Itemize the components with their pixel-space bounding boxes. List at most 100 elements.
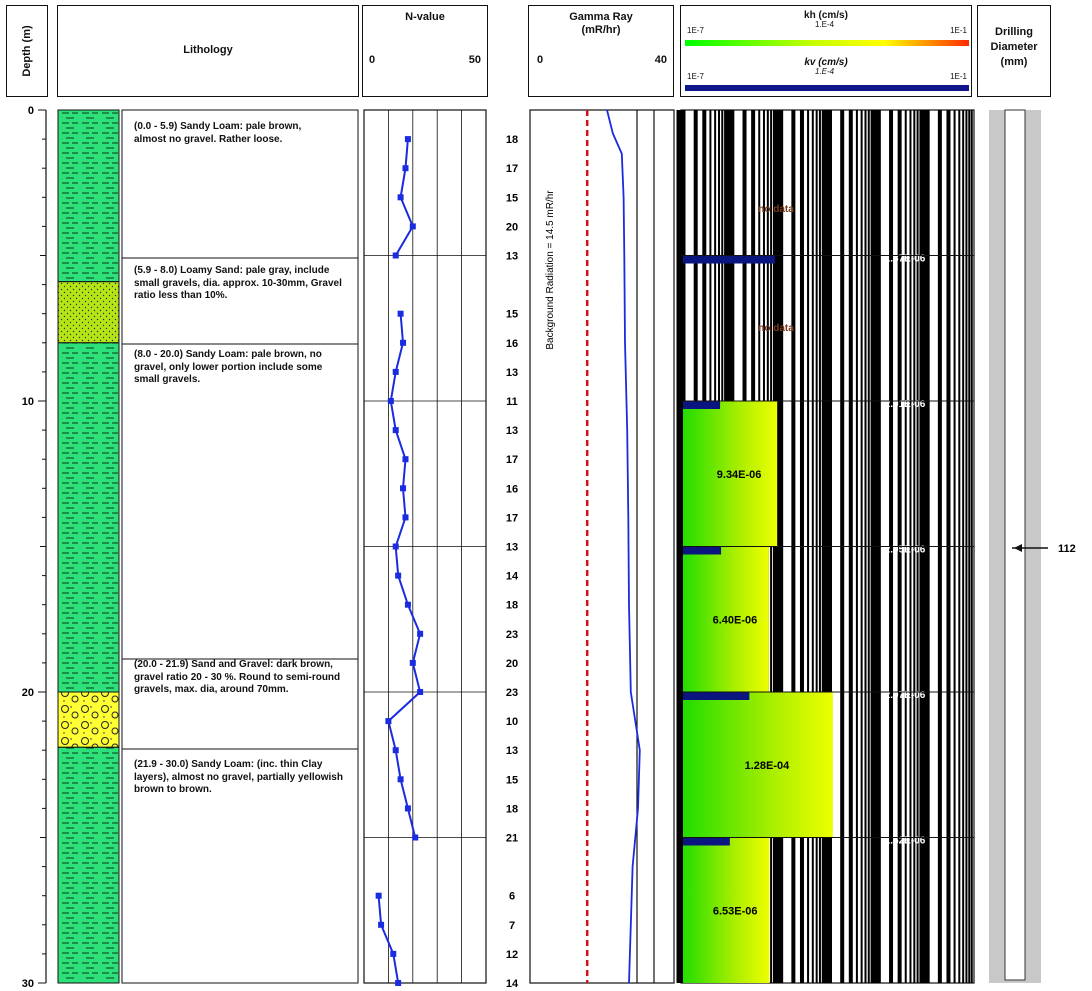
depth-tick-label: 0 [28,105,34,117]
layer-description: (5.9 - 8.0) Loamy Sand: pale gray, inclu… [134,265,342,301]
kv-scale-min: 1E-7 [687,72,704,81]
kv-value-label: 2.01E-06 [885,399,926,410]
depth-tick-label: 10 [22,396,34,408]
kh-bar [683,692,833,838]
kv-value-label: 1.87E-06 [885,254,926,265]
nvalue-point [395,572,402,579]
diameter-arrow [1014,544,1022,552]
lithology-layer [57,109,120,283]
no-data-label: no data [758,323,794,334]
drilling-header-line2: Diameter [990,41,1038,53]
kh-color-bar [685,40,969,46]
gamma-header-unit: (mR/hr) [581,24,621,36]
kh-scale-mid: 1.E-4 [815,20,835,29]
nvalue-data-label: 23 [506,687,518,699]
kv-bar [683,692,750,700]
drilling-header: Drilling Diameter (mm) [977,5,1051,97]
nvalue-point [417,630,424,637]
kv-header-label: kv (cm/s) [804,57,848,68]
description-box [121,748,359,984]
nvalue-point [392,747,399,754]
depth-tick-label: 30 [22,978,34,990]
nvalue-data-label: 23 [506,629,518,641]
nvalue-data-label: 15 [506,309,518,321]
kh-bar [683,401,778,547]
layer-description: (0.0 - 5.9) Sandy Loam: pale brown, almo… [134,121,302,145]
nvalue-data-label: 14 [506,978,519,990]
kh-header-label: kh (cm/s) [804,10,848,21]
depth-tick-label: 20 [22,687,34,699]
kv-bar [683,546,722,555]
lithology-header: Lithology [57,5,359,97]
nvalue-point [409,223,416,230]
nvalue-data-label: 20 [506,221,518,233]
nvalue-data-label: 15 [506,774,518,786]
no-data-label: no data [758,204,794,215]
permeability-header: kh (cm/s) 1E-7 1.E-4 1E-1 kv (cm/s) 1E-7… [680,5,972,97]
kh-value-label: 6.40E-06 [713,614,758,626]
kv-scale-mid: 1.E-4 [815,67,835,76]
nvalue-point [397,310,404,317]
nvalue-point [378,921,385,928]
kh-bar [683,837,770,983]
nvalue-axis-min: 0 [369,54,376,66]
gamma-axis-max: 40 [654,54,667,66]
nvalue-data-label: 10 [506,716,518,728]
nvalue-point [404,136,411,143]
gamma-curve [606,109,641,984]
nvalue-point [402,456,409,463]
nvalue-data-label: 11 [506,396,518,408]
nvalue-curve [377,895,400,984]
nvalue-data-label: 15 [506,192,518,204]
nvalue-point [390,950,397,957]
nvalue-point [404,805,411,812]
nvalue-point [385,718,392,725]
drilling-header-line1: Drilling [995,26,1033,38]
kv-bar [683,837,730,846]
kv-bar [683,255,775,264]
nvalue-data-label: 17 [506,454,518,466]
kh-scale-min: 1E-7 [687,26,704,35]
nvalue-point [397,776,404,783]
kv-value-label: 2.05E-06 [885,545,926,556]
nvalue-data-label: 17 [506,163,518,175]
nvalue-data-label: 16 [506,483,518,495]
nvalue-point [409,659,416,666]
nvalue-point [392,543,399,550]
kh-value-label: 9.34E-06 [717,469,762,481]
lithology-header-label: Lithology [183,44,233,56]
kh-value-label: 6.53E-06 [713,905,758,917]
nvalue-point [387,398,394,404]
nvalue-point [402,514,409,521]
nvalue-point [404,601,411,608]
depth-header: Depth (m) [6,5,48,97]
nvalue-point [392,427,399,434]
kh-scale-max: 1E-1 [950,26,967,35]
description-box [121,343,359,660]
nvalue-data-label: 13 [506,425,518,437]
nvalue-data-label: 6 [509,891,515,903]
nvalue-point [392,368,399,375]
gamma-header-label: Gamma Ray [569,11,633,23]
kh-value-label: 1.28E-04 [745,760,791,772]
kv-value-label: 2.07E-06 [885,690,926,701]
nvalue-point [375,892,382,899]
drilling-header-line3: (mm) [1000,56,1028,68]
nvalue-point [395,980,402,986]
nvalue-data-label: 13 [506,251,518,263]
nvalue-point [402,165,409,172]
nvalue-axis-max: 50 [468,54,481,66]
layer-description: (21.9 - 30.0) Sandy Loam: (inc. thin Cla… [134,759,343,795]
nvalue-data-label: 16 [506,338,518,350]
nvalue-data-label: 7 [509,920,515,932]
gamma-header: Gamma Ray (mR/hr) 0 40 [528,5,674,97]
kh-bar [683,546,769,692]
kv-scale-max: 1E-1 [950,72,967,81]
nvalue-data-label: 13 [506,367,518,379]
gamma-axis-min: 0 [537,54,544,66]
nvalue-data-label: 18 [506,600,518,612]
depth-header-label: Depth (m) [21,25,33,77]
nvalue-point [417,689,424,695]
nvalue-header: N-value 0 50 [362,5,488,97]
